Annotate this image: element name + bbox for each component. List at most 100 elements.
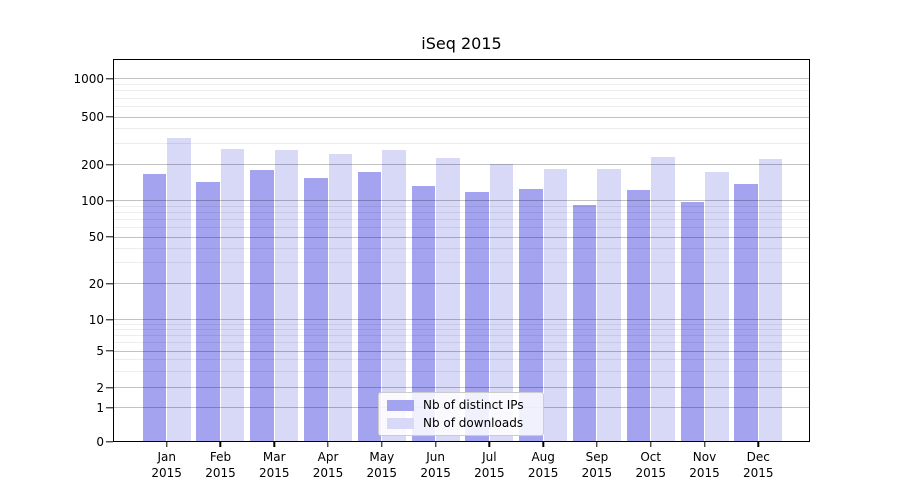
- legend: Nb of distinct IPs Nb of downloads: [378, 392, 544, 436]
- x-tick-label: Nov 2015: [689, 450, 720, 480]
- gridline: [113, 78, 810, 79]
- bar-distinct-ips: [411, 185, 436, 442]
- bar-downloads: [436, 157, 460, 442]
- x-tick-mark: [488, 442, 491, 447]
- gridline: [113, 283, 810, 284]
- gridline: [113, 200, 810, 201]
- x-tick-mark: [165, 442, 168, 447]
- gridline: [113, 319, 810, 320]
- x-tick-mark: [757, 442, 759, 447]
- gridline: [113, 247, 810, 249]
- y-tick-label: 2: [96, 380, 104, 395]
- x-tick-label: Feb 2015: [205, 450, 236, 480]
- gridline: [113, 83, 810, 85]
- x-tick-label: Mar 2015: [258, 450, 290, 480]
- x-tick-mark: [596, 442, 598, 447]
- bar-distinct-ips: [357, 172, 382, 442]
- x-tick-mark: [327, 442, 329, 447]
- gridline: [113, 342, 810, 344]
- x-tick-mark: [434, 442, 437, 447]
- bar-downloads: [167, 138, 191, 442]
- bar-distinct-ips: [250, 169, 274, 442]
- plot-area: [113, 59, 810, 442]
- x-tick-label: Jun 2015: [420, 450, 451, 480]
- gridline: [113, 164, 810, 165]
- x-tick-mark: [650, 442, 652, 447]
- gridline: [113, 211, 810, 213]
- bar-distinct-ips: [465, 191, 489, 442]
- y-tick-label: 10: [88, 312, 104, 327]
- bar-downloads: [220, 148, 245, 442]
- x-tick-mark: [703, 442, 706, 447]
- x-tick-mark: [273, 442, 275, 447]
- gridline: [113, 262, 810, 264]
- gridline: [113, 370, 810, 372]
- gridline: [113, 226, 810, 228]
- gridline: [113, 116, 810, 118]
- gridline: [113, 329, 810, 331]
- y-tick-mark: [106, 318, 113, 321]
- gridline: [113, 350, 810, 352]
- y-tick-mark: [106, 282, 113, 285]
- bar-downloads: [382, 150, 406, 442]
- y-tick-mark: [106, 386, 113, 389]
- gridline: [113, 205, 810, 207]
- gridline: [113, 218, 810, 220]
- bar-downloads: [274, 149, 299, 442]
- chart-title: iSeq 2015: [421, 34, 502, 53]
- x-tick-label: Jul 2015: [474, 450, 505, 480]
- bar-downloads: [328, 153, 353, 442]
- x-tick-label: Apr 2015: [312, 450, 344, 480]
- gridline: [113, 106, 810, 108]
- bar-downloads: [651, 157, 675, 442]
- y-tick-label: 20: [88, 276, 104, 291]
- y-tick-label: 200: [81, 157, 104, 172]
- gridline: [113, 323, 810, 325]
- y-tick-mark: [106, 77, 113, 80]
- legend-swatch-distinct-ips: [387, 399, 414, 411]
- bar-distinct-ips: [680, 201, 704, 442]
- bar-distinct-ips: [734, 183, 758, 442]
- bar-distinct-ips: [304, 178, 328, 442]
- legend-label-downloads: Nb of downloads: [423, 416, 524, 430]
- legend-swatch-downloads: [387, 417, 414, 429]
- y-tick-label: 0: [96, 435, 104, 449]
- gridline: [113, 142, 810, 144]
- x-tick-label: Sep 2015: [581, 450, 613, 480]
- bar-downloads: [705, 172, 729, 442]
- bar-distinct-ips: [196, 182, 220, 442]
- y-tick-mark: [106, 116, 113, 118]
- legend-label-distinct-ips: Nb of distinct IPs: [423, 398, 524, 412]
- y-tick-mark: [106, 236, 113, 238]
- gridline: [113, 335, 810, 337]
- x-tick-label: May 2015: [366, 450, 398, 480]
- y-tick-mark: [106, 163, 113, 166]
- gridline: [113, 97, 810, 99]
- x-tick-mark: [542, 442, 544, 447]
- y-tick-label: 500: [81, 110, 104, 124]
- gridline: [113, 236, 810, 238]
- y-tick-label: 1000: [73, 71, 104, 86]
- bar-downloads: [543, 168, 568, 442]
- legend-item-distinct-ips: Nb of distinct IPs: [387, 398, 535, 412]
- bar-distinct-ips: [572, 204, 597, 442]
- gridline: [113, 387, 810, 388]
- gridline: [113, 90, 810, 92]
- x-tick-label: Jan 2015: [151, 450, 182, 480]
- bar-downloads: [758, 159, 783, 442]
- x-tick-label: Oct 2015: [635, 450, 666, 480]
- legend-item-downloads: Nb of downloads: [387, 416, 535, 430]
- bar-distinct-ips: [519, 189, 543, 442]
- bar-distinct-ips: [626, 189, 651, 442]
- x-tick-label: Aug 2015: [527, 450, 559, 480]
- x-tick-label: Dec 2015: [742, 450, 774, 480]
- y-tick-mark: [106, 350, 113, 352]
- bar-downloads: [597, 169, 621, 442]
- bar-downloads: [489, 164, 514, 442]
- y-tick-label: 50: [88, 230, 104, 244]
- y-tick-label: 1: [96, 400, 104, 415]
- bar-distinct-ips: [142, 173, 167, 442]
- x-tick-mark: [381, 442, 383, 447]
- y-tick-label: 100: [81, 193, 104, 208]
